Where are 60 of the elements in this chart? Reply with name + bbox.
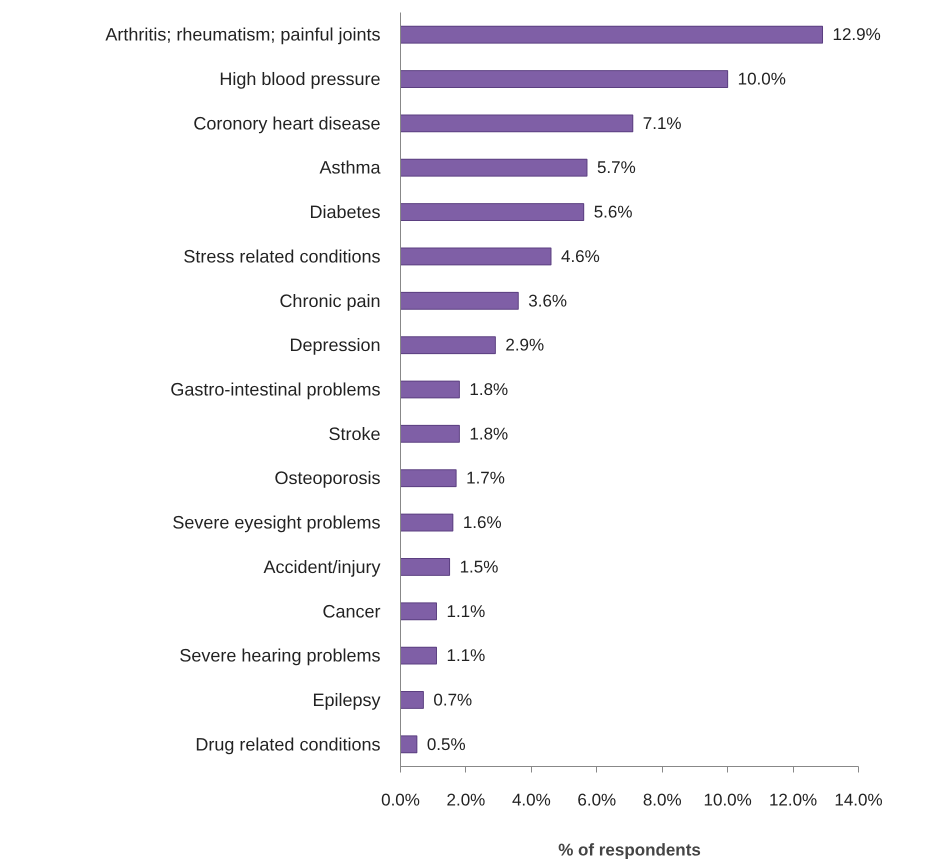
y-tick-label: Severe hearing problems	[179, 646, 381, 666]
bar	[400, 114, 634, 132]
y-tick-label: Chronic pain	[279, 290, 381, 311]
data-label: 12.9%	[832, 25, 881, 44]
x-tick-label: 0.0%	[381, 790, 420, 810]
data-label: 0.7%	[433, 690, 472, 710]
data-label: 1.8%	[469, 424, 508, 444]
data-label: 1.8%	[469, 380, 508, 399]
bar	[400, 70, 728, 88]
y-tick-label: Depression	[289, 335, 380, 356]
y-tick-label: Osteoporosis	[274, 468, 381, 488]
x-tick-label: 12.0%	[768, 790, 818, 810]
y-tick-label: Drug related conditions	[195, 734, 381, 754]
y-tick-label: Epilepsy	[312, 690, 381, 710]
data-label: 2.9%	[505, 336, 544, 355]
data-label: 10.0%	[738, 70, 786, 89]
x-tick-label: 10.0%	[704, 790, 752, 810]
bar	[400, 469, 457, 488]
bar	[400, 203, 584, 222]
bar	[400, 292, 519, 310]
data-label: 1.1%	[446, 602, 486, 621]
data-label: 5.6%	[594, 202, 632, 222]
x-tick-label: 4.0%	[512, 790, 551, 810]
data-label: 4.6%	[560, 246, 600, 266]
bar	[400, 735, 418, 754]
data-label: 5.7%	[596, 158, 636, 178]
bar	[400, 26, 824, 44]
y-tick-label: Stroke	[328, 424, 381, 444]
y-tick-label: Severe eyesight problems	[172, 512, 380, 533]
data-label: 7.1%	[642, 114, 682, 133]
bar	[400, 514, 454, 532]
y-tick-label: Asthma	[319, 158, 382, 178]
y-tick-label: Cancer	[322, 601, 381, 622]
bar	[400, 558, 450, 576]
bar	[400, 691, 424, 709]
data-label: 3.6%	[528, 291, 568, 310]
bar	[400, 424, 460, 443]
x-tick-label: 14.0%	[834, 790, 883, 810]
y-tick-label: Diabetes	[309, 202, 381, 222]
bar	[400, 380, 460, 398]
bar	[400, 248, 552, 266]
y-tick-label: Accident/injury	[263, 556, 381, 577]
data-label: 1.5%	[460, 557, 498, 576]
data-label: 1.1%	[446, 646, 486, 666]
bar	[400, 336, 496, 354]
y-tick-label: Stress related conditions	[183, 246, 381, 266]
y-tick-label: High blood pressure	[219, 69, 381, 90]
bar	[400, 158, 588, 177]
x-tick-label: 6.0%	[577, 790, 616, 810]
data-label: 1.7%	[466, 468, 505, 488]
bar	[400, 602, 437, 620]
x-axis-title: % of respondents	[558, 840, 701, 860]
x-tick-label: 8.0%	[642, 790, 682, 810]
y-tick-label: Arthritis; rheumatism; painful joints	[105, 24, 381, 45]
x-tick-label: 2.0%	[446, 790, 486, 810]
data-label: 0.5%	[426, 734, 466, 754]
y-tick-label: Coronory heart disease	[193, 113, 381, 134]
data-label: 1.6%	[462, 513, 502, 532]
bar	[400, 646, 437, 665]
y-tick-label: Gastro-intestinal problems	[170, 380, 381, 400]
